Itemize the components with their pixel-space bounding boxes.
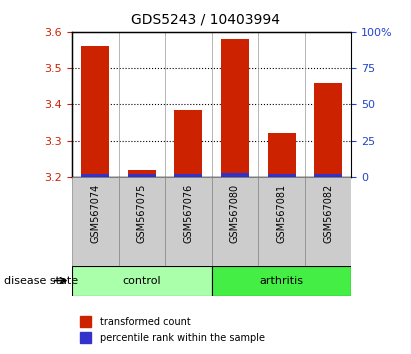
Bar [128,170,156,177]
Bar [314,83,342,177]
Bar [118,177,165,266]
Text: disease state: disease state [4,275,78,286]
Bar [80,316,91,327]
Bar [165,177,212,266]
Text: GSM567074: GSM567074 [90,184,100,243]
Bar [258,177,305,266]
Bar [212,266,351,296]
Text: GSM567081: GSM567081 [277,184,286,243]
Bar [72,177,118,266]
Bar [72,266,212,296]
Text: control: control [122,275,161,286]
Text: GDS5243 / 10403994: GDS5243 / 10403994 [131,12,280,27]
Bar [81,46,109,177]
Bar [221,39,249,177]
Text: GSM567076: GSM567076 [183,184,193,243]
Text: GSM567075: GSM567075 [137,184,147,244]
Bar [174,110,202,177]
Bar [305,177,351,266]
Bar [80,332,91,343]
Bar [268,133,296,177]
Text: GSM567080: GSM567080 [230,184,240,243]
Bar [212,177,258,266]
Bar [174,174,202,177]
Bar [221,173,249,177]
Bar [314,174,342,177]
Bar [128,174,156,177]
Text: percentile rank within the sample: percentile rank within the sample [100,333,266,343]
Text: GSM567082: GSM567082 [323,184,333,243]
Bar [81,174,109,177]
Bar [268,174,296,177]
Text: transformed count: transformed count [100,317,191,327]
Text: arthritis: arthritis [259,275,304,286]
